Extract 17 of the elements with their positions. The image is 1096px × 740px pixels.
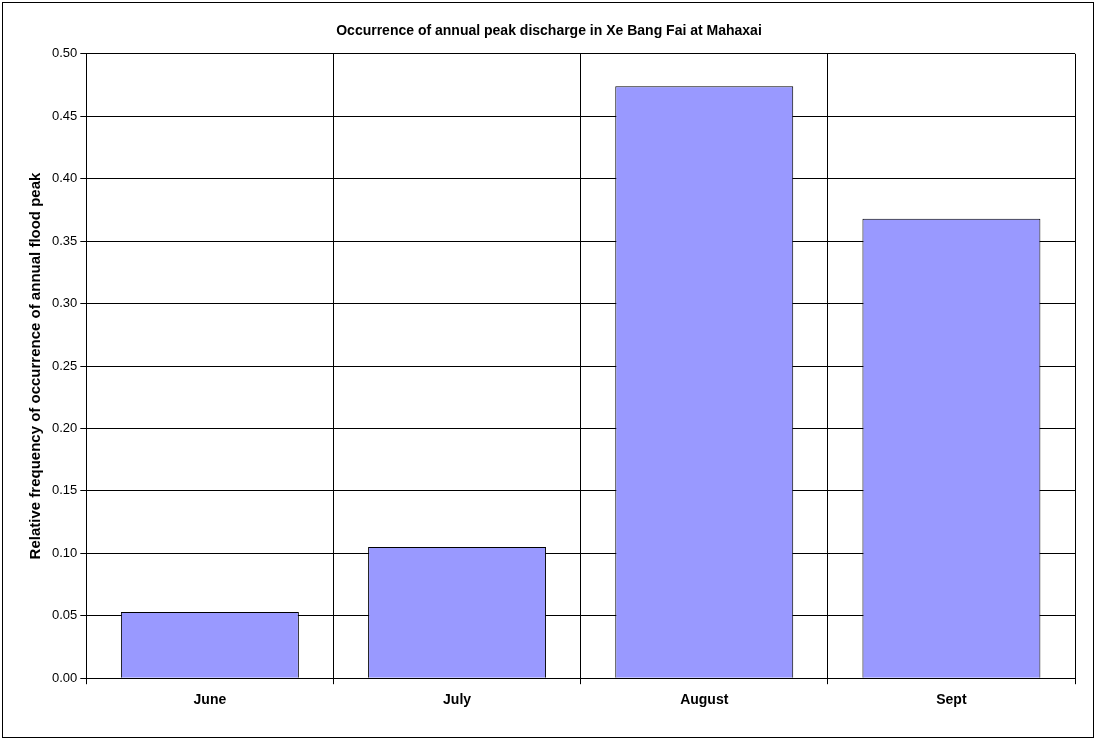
y-tick-label: 0.45	[51, 107, 78, 123]
x-tick-label: August	[680, 691, 729, 708]
y-tick-label: 0.15	[51, 482, 78, 498]
y-tick-label: 0.35	[51, 232, 78, 248]
chart-title: Occurrence of annual peak discharge in Xe Bang Fai at Mahaxai	[336, 22, 762, 39]
y-tick-label: 0.30	[51, 295, 78, 311]
y-axis-title: Relative frequency of occurrence of annual flood peak	[26, 171, 44, 560]
x-tick-label: June	[193, 691, 227, 708]
y-tick-label: 0.00	[51, 669, 78, 685]
y-tick-label: 0.25	[51, 357, 78, 373]
y-tick-label: 0.20	[51, 420, 78, 436]
x-tick-label: July	[443, 691, 472, 708]
y-tick-label: 0.50	[51, 45, 78, 61]
y-tick-label: 0.10	[51, 544, 78, 560]
y-tick-label: 0.40	[51, 170, 78, 186]
x-tick-label: Sept	[936, 691, 967, 708]
y-tick-label: 0.05	[51, 607, 78, 623]
